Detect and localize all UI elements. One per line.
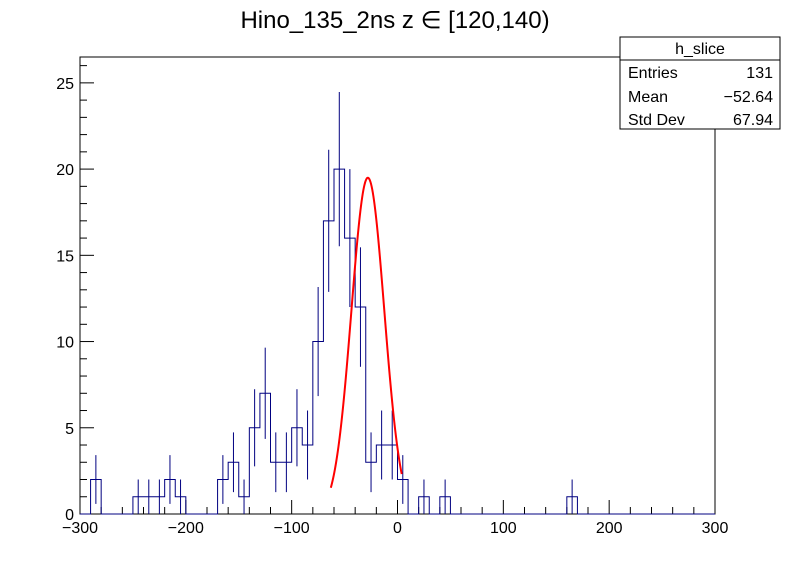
stats-mean-label: Mean [628,89,668,106]
y-tick-label: 25 [56,76,74,93]
axis-tick-labels: −300 −200 −100 0 100 200 300 0 5 10 15 20 25 [56,76,728,537]
stats-entries-label: Entries [628,65,678,82]
x-tick-label: 0 [393,520,402,537]
gaussian-fit-curve [329,176,403,488]
stats-box-frame [619,36,781,130]
stats-stddev-value: 67.94 [733,112,773,129]
chart-title: Hino_135_2ns z ∈ [120,140) [240,7,549,34]
histogram-outline [80,168,715,515]
stats-stddev-label: Std Dev [628,112,685,129]
x-tick-label: 200 [596,520,623,537]
stats-box: h_slice Entries 131 Mean −52.64 Std Dev … [619,36,781,130]
y-tick-label: 20 [56,162,74,179]
error-bars [95,91,573,514]
y-tick-label: 15 [56,248,74,265]
x-tick-label: −200 [168,520,204,537]
y-tick-label: 0 [65,507,74,524]
x-tick-label: 100 [490,520,517,537]
y-tick-label: 5 [65,421,74,438]
stats-entries-value: 131 [746,65,773,82]
stats-mean-value: −52.64 [724,89,773,106]
x-tick-label: 300 [702,520,729,537]
x-tick-label: −300 [62,520,98,537]
x-tick-label: −100 [274,520,310,537]
stats-box-name: h_slice [675,41,725,58]
y-tick-label: 10 [56,335,74,352]
